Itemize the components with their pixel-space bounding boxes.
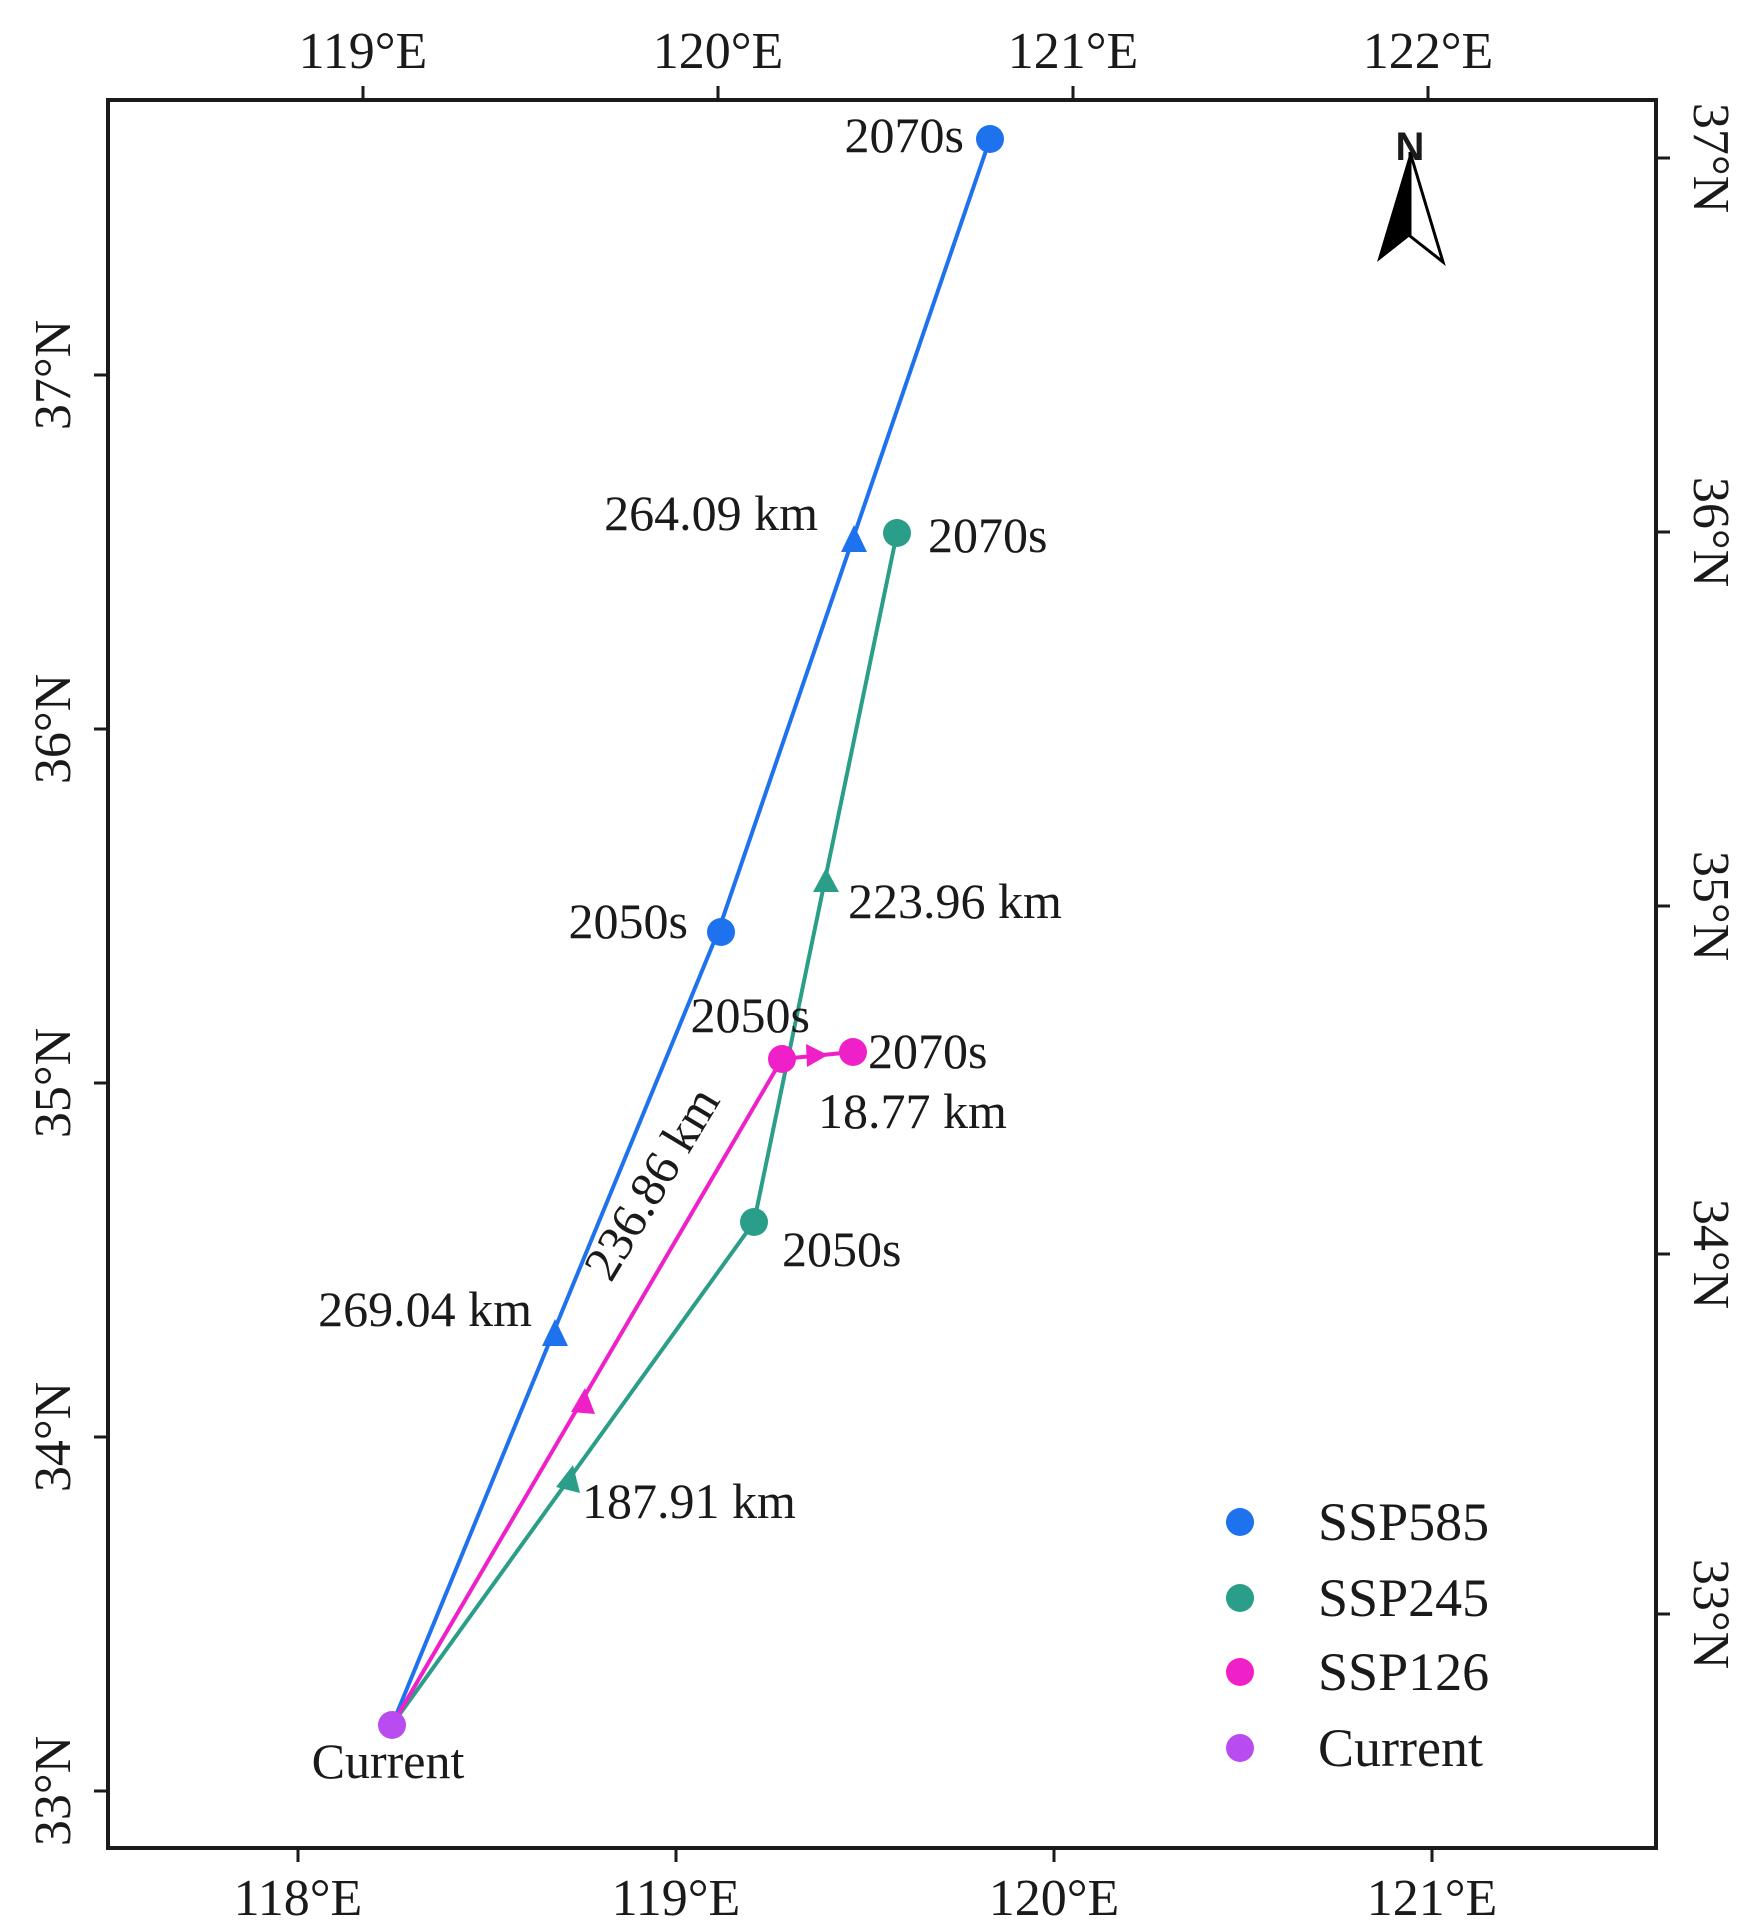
ssp126-2050s-label: 2050s: [691, 987, 810, 1043]
north-arrow-icon: N: [1377, 125, 1446, 267]
ssp585-path: [390, 125, 1004, 1726]
ssp245-segment-2-distance: 223.96 km: [848, 873, 1062, 929]
ssp585-segment-1-distance: 269.04 km: [318, 1281, 532, 1337]
legend-marker-ssp585: [1226, 1508, 1254, 1536]
ssp126-2070s-label: 2070s: [868, 1023, 987, 1079]
ssp126-arrow-2: [806, 1044, 828, 1067]
legend: SSP585 SSP245 SSP126 Current: [1226, 1492, 1489, 1778]
left-tick-36: 36°N: [25, 674, 82, 784]
right-tick-35: 35°N: [1682, 851, 1739, 961]
bottom-tick-120: 120°E: [989, 1870, 1120, 1927]
top-tick-120: 120°E: [653, 23, 784, 80]
ssp585-arrow-2: [841, 525, 867, 552]
top-tick-122: 122°E: [1363, 23, 1494, 80]
ssp585-segment-2-distance: 264.09 km: [604, 485, 818, 541]
current-label: Current: [312, 1733, 465, 1789]
legend-marker-current: [1226, 1734, 1254, 1762]
ssp126-arrow-1: [571, 1388, 595, 1414]
ssp126-2070s-point: [839, 1038, 867, 1066]
ssp245-2050s-label: 2050s: [782, 1221, 901, 1277]
ssp585-arrow-1: [542, 1319, 568, 1346]
ssp245-arrow-2: [813, 868, 839, 892]
right-tick-37: 37°N: [1682, 103, 1739, 213]
top-tick-119: 119°E: [299, 23, 428, 80]
ssp585-2050s-label: 2050s: [569, 893, 688, 949]
ssp245-segment-1-distance: 187.91 km: [582, 1473, 796, 1529]
ssp245-2050s-point: [740, 1208, 768, 1236]
ssp585-2050s-point: [707, 918, 735, 946]
left-tick-35: 35°N: [25, 1028, 82, 1138]
ssp126-segment-2-distance: 18.77 km: [818, 1083, 1007, 1139]
ssp245-path: [390, 519, 911, 1727]
ssp126-path: [390, 1038, 867, 1727]
map-frame: [106, 98, 1658, 1850]
north-arrow-label: N: [1396, 125, 1425, 169]
legend-label-ssp585: SSP585: [1318, 1492, 1489, 1552]
top-tick-121: 121°E: [1008, 23, 1139, 80]
right-tick-36: 36°N: [1682, 477, 1739, 587]
right-tick-33: 33°N: [1682, 1559, 1739, 1669]
ssp245-arrow-1: [556, 1465, 580, 1493]
bottom-tick-119: 119°E: [612, 1870, 741, 1927]
ssp126-2050s-point: [768, 1045, 796, 1073]
legend-marker-ssp126: [1226, 1658, 1254, 1686]
left-tick-37: 37°N: [25, 320, 82, 430]
left-tick-34: 34°N: [25, 1382, 82, 1492]
legend-label-current: Current: [1318, 1718, 1483, 1778]
legend-marker-ssp245: [1226, 1584, 1254, 1612]
ssp585-2070s-label: 2070s: [845, 107, 964, 163]
ssp245-2070s-point: [883, 519, 911, 547]
legend-label-ssp245: SSP245: [1318, 1568, 1489, 1628]
frame-ticks: [94, 86, 1670, 1862]
legend-label-ssp126: SSP126: [1318, 1642, 1489, 1702]
ssp245-2070s-label: 2070s: [928, 507, 1047, 563]
bottom-tick-121: 121°E: [1367, 1870, 1498, 1927]
bottom-tick-118: 118°E: [234, 1870, 363, 1927]
current-point: [378, 1711, 406, 1739]
right-tick-34: 34°N: [1682, 1199, 1739, 1309]
left-tick-33: 33°N: [25, 1736, 82, 1846]
ssp585-2070s-point: [976, 125, 1004, 153]
